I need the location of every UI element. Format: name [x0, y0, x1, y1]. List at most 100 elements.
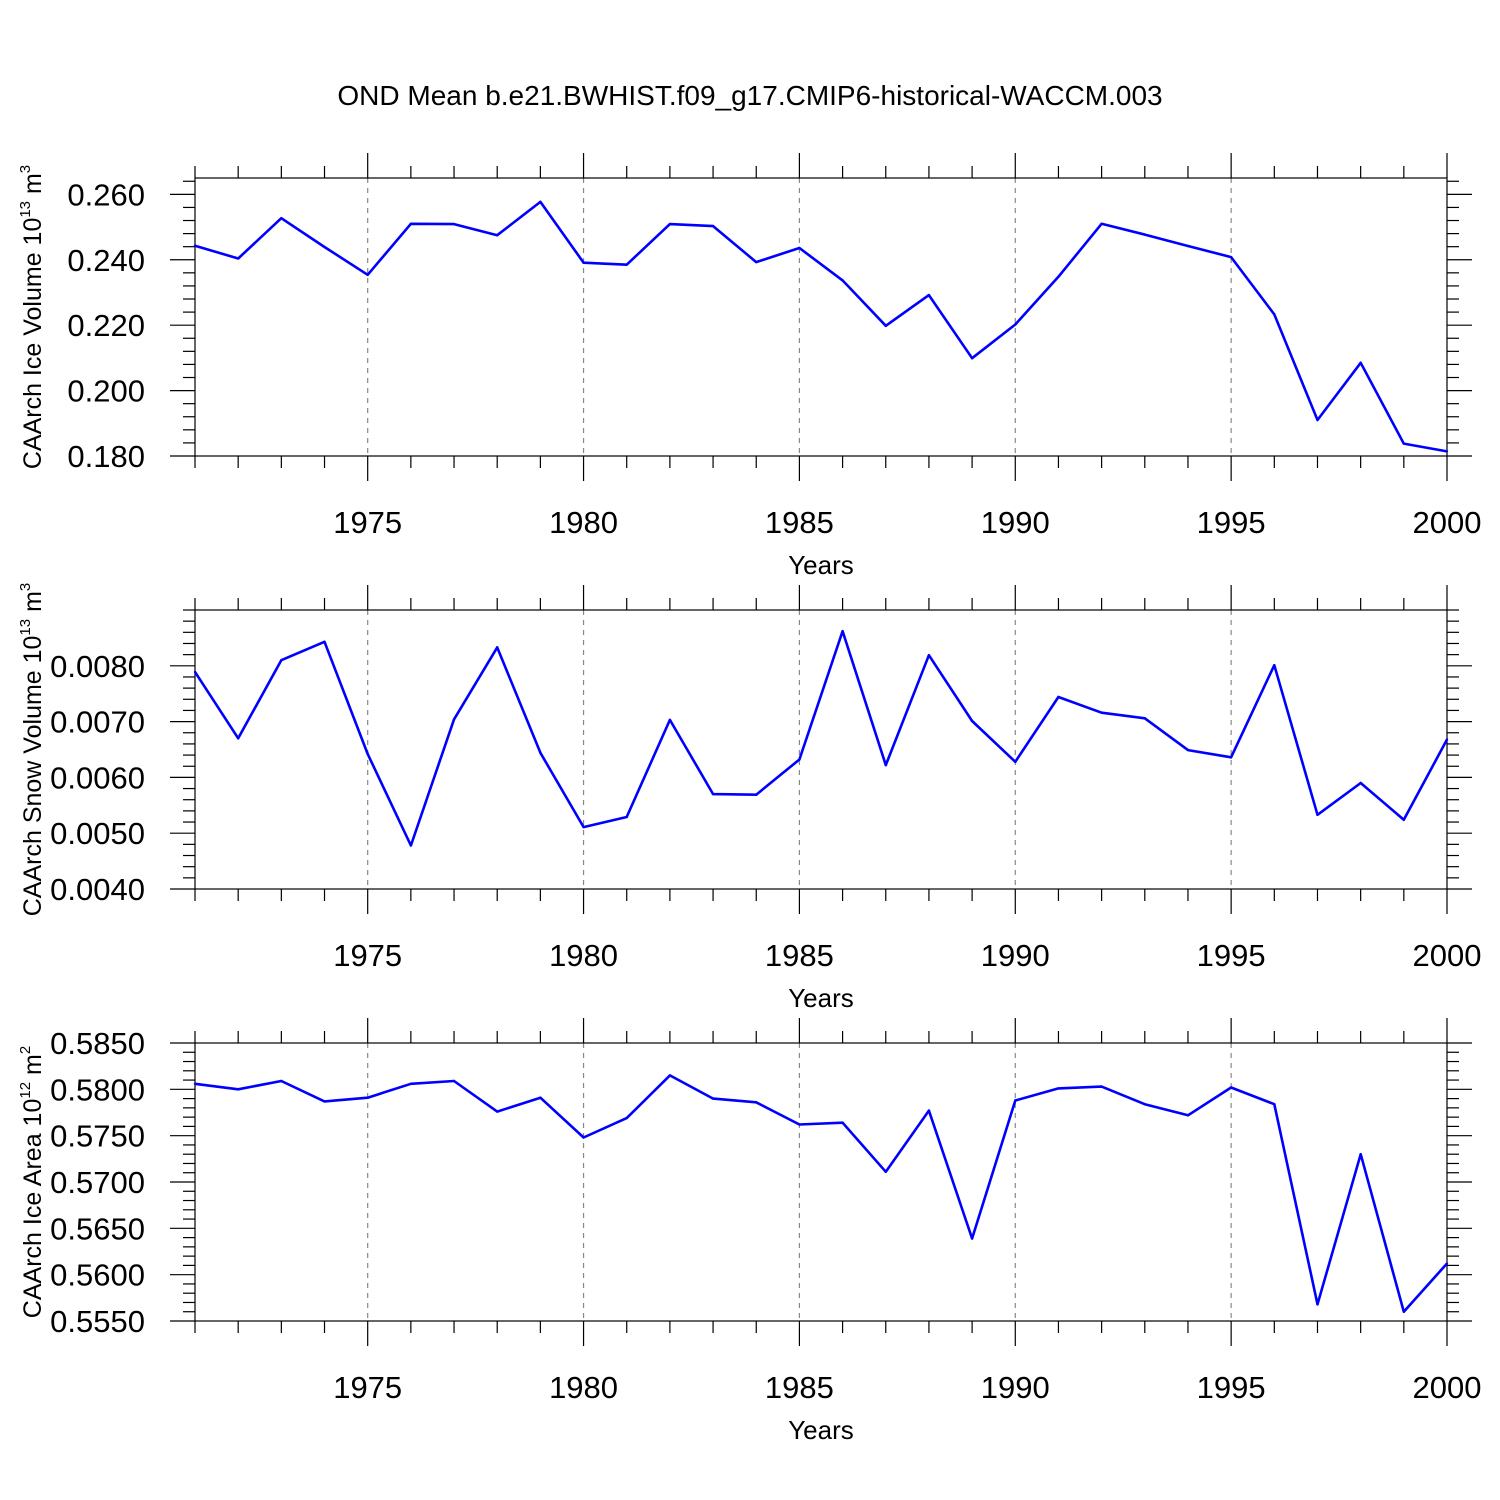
data-point [280, 659, 283, 662]
data-point [1316, 1303, 1319, 1306]
data-point [366, 752, 369, 756]
data-point [280, 217, 283, 220]
data-point [409, 844, 413, 847]
data-point [884, 324, 887, 328]
data-point [970, 719, 974, 723]
y-tick-label: 0.5650 [50, 1211, 145, 1246]
plot-frame [194, 177, 1448, 457]
data-point [1143, 233, 1146, 236]
series-line [194, 200, 1448, 453]
data-point [452, 1079, 456, 1083]
data-point [755, 1101, 758, 1104]
data-point [193, 244, 197, 247]
data-point [1445, 738, 1449, 741]
data-point [452, 718, 456, 721]
x-tick-label: 1990 [981, 938, 1050, 973]
data-point [496, 1110, 499, 1113]
y-tick-label: 0.0080 [50, 649, 145, 684]
data-point [927, 293, 931, 297]
y-axis-title-part: CAArch Ice Volume 10 [19, 218, 47, 470]
y-axis-title-part: CAArch Ice Area 10 [19, 1099, 47, 1319]
data-point [1316, 418, 1319, 422]
y-axis-title-superscript: 13 [17, 201, 34, 218]
data-point [193, 1082, 197, 1085]
data-point [496, 646, 499, 649]
y-axis-title-part: m [19, 591, 47, 619]
y-tick-label: 0.5800 [50, 1072, 145, 1107]
data-point [452, 222, 456, 226]
data-point [1402, 818, 1406, 822]
x-tick-label: 2000 [1413, 505, 1482, 540]
x-tick-label: 1985 [765, 1370, 834, 1405]
data-point [366, 273, 369, 277]
y-tick-label: 0.5750 [50, 1119, 145, 1154]
x-tick-label: 1995 [1197, 1370, 1266, 1405]
data-point [1100, 222, 1103, 225]
data-point [280, 1079, 283, 1083]
data-point [1445, 450, 1449, 453]
data-point [970, 1237, 974, 1240]
data-point [236, 1088, 240, 1091]
y-tick-label: 0.0070 [50, 705, 145, 740]
data-point [409, 222, 413, 225]
figure-title: OND Mean b.e21.BWHIST.f09_g17.CMIP6-hist… [337, 80, 1162, 111]
data-point [1359, 361, 1362, 364]
data-point [366, 1096, 369, 1099]
data-point [625, 815, 628, 819]
y-tick-label: 0.240 [67, 243, 145, 278]
data-point [1143, 1102, 1146, 1106]
series-line [194, 1074, 1448, 1313]
data-point [1273, 664, 1276, 667]
x-tick-label: 1975 [333, 938, 402, 973]
data-point [668, 718, 672, 722]
data-point [625, 1116, 628, 1120]
data-point [1359, 781, 1362, 785]
panels: 0.180 0.200 0.220 0.240 0.260 1975 1980 1985 199… [17, 153, 1481, 1445]
y-axis-title-superscript: 3 [17, 583, 34, 591]
y-tick-label: 0.5550 [50, 1304, 145, 1339]
plot-frame [194, 1042, 1448, 1322]
data-point [539, 200, 542, 204]
data-point [1229, 1086, 1233, 1089]
y-tick-label: 0.200 [67, 374, 145, 409]
data-point [1359, 1153, 1362, 1156]
x-tick-label: 1975 [333, 505, 402, 540]
data-point [625, 263, 628, 266]
data-point [1229, 255, 1233, 259]
data-point [755, 793, 758, 796]
y-tick-label: 0.260 [67, 177, 145, 212]
data-point [1229, 756, 1233, 759]
data-point [1186, 244, 1190, 248]
data-point [884, 763, 887, 767]
data-point [1014, 323, 1017, 326]
data-point [496, 234, 499, 237]
x-tick-label: 1990 [981, 1370, 1050, 1405]
data-point [1402, 442, 1406, 445]
data-point [582, 1136, 585, 1139]
x-axis-title: Years [788, 1415, 854, 1445]
data-point [1186, 1114, 1190, 1117]
data-point [1273, 313, 1276, 316]
panel-2: 0.0040 0.0050 0.0060 0.0070 0.0080 1975 1980 19… [17, 583, 1481, 1013]
data-point [927, 1109, 931, 1112]
data-point [798, 1123, 801, 1126]
data-point [1057, 1087, 1060, 1090]
data-point [927, 653, 931, 657]
x-tick-label: 1980 [549, 505, 618, 540]
plot-frame [194, 609, 1448, 890]
data-point [236, 257, 240, 260]
data-point [1014, 1099, 1017, 1102]
y-tick-label: 0.0040 [50, 872, 145, 907]
data-point [798, 246, 801, 250]
data-point [668, 222, 672, 226]
x-tick-label: 1990 [981, 505, 1050, 540]
x-tick-label: 1995 [1197, 505, 1266, 540]
y-axis-title-superscript: 13 [17, 619, 34, 636]
x-tick-label: 2000 [1413, 938, 1482, 973]
x-tick-label: 2000 [1413, 1370, 1482, 1405]
y-tick-label: 0.180 [67, 439, 145, 474]
y-axis-title-part: m [19, 173, 47, 201]
x-tick-label: 1985 [765, 505, 834, 540]
data-point [841, 1121, 844, 1124]
